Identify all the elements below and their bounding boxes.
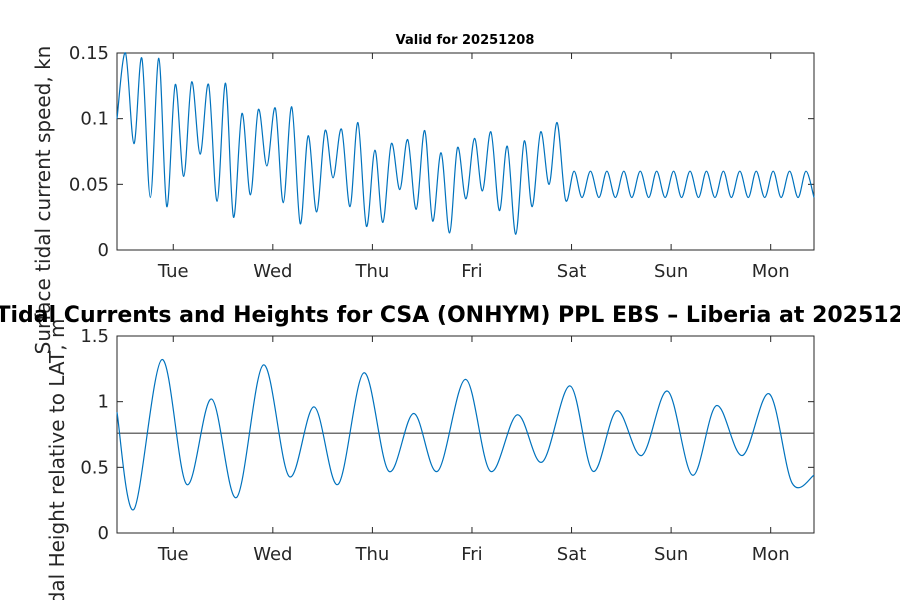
tidal-height-plot-frame xyxy=(116,335,815,534)
main-chart-title: Tidal Currents and Heights for CSA (ONHY… xyxy=(0,303,900,328)
current-speed-title: Valid for 20251208 xyxy=(396,33,535,48)
current-speed-y-axis-title: Surface tidal current speed, kn xyxy=(31,46,55,355)
tidal-height-y-tick-label: 0.5 xyxy=(80,457,109,478)
current-speed-plot-frame xyxy=(116,52,815,251)
current-speed-plot: 0 0.05 0.1 0.15 Tue Wed Thu Fri Sat Sun Mon Valid… xyxy=(31,33,815,355)
tidal-height-y-tick-label: 0 xyxy=(98,523,109,544)
tidal-height-x-tick-label: Wed xyxy=(253,544,292,565)
tidal-height-y-tick-label: 1 xyxy=(98,392,109,413)
tidal-height-y-tick-label: 1.5 xyxy=(80,326,109,347)
current-speed-y-tick-label: 0.15 xyxy=(69,43,109,64)
tidal-height-y-axis: 0 0.5 1 1.5 xyxy=(80,326,814,544)
current-speed-y-tick-label: 0.05 xyxy=(69,174,109,195)
tidal-height-x-tick-label: Sat xyxy=(557,544,587,565)
current-speed-x-tick-label: Mon xyxy=(752,261,790,282)
tidal-height-x-tick-label: Fri xyxy=(461,544,482,565)
current-speed-series-line xyxy=(116,52,815,235)
current-speed-x-tick-label: Fri xyxy=(461,261,482,282)
tidal-height-x-axis: Tue Wed Thu Fri Sat Sun Mon xyxy=(157,336,790,565)
current-speed-x-tick-label: Wed xyxy=(253,261,292,282)
tidal-height-x-tick-label: Mon xyxy=(752,544,790,565)
current-speed-x-tick-label: Thu xyxy=(354,261,389,282)
current-speed-y-tick-label: 0 xyxy=(98,240,109,261)
tidal-height-plot: 0 0.5 1 1.5 Tue Wed Thu Fri Sat Sun Mon Tidal Cur… xyxy=(0,303,900,600)
tidal-height-series-line xyxy=(116,359,815,511)
current-speed-x-axis: Tue Wed Thu Fri Sat Sun Mon xyxy=(157,53,790,282)
tidal-height-x-tick-label: Thu xyxy=(354,544,389,565)
tidal-height-x-tick-label: Tue xyxy=(157,544,189,565)
current-speed-y-tick-label: 0.1 xyxy=(80,109,109,130)
current-speed-x-tick-label: Sun xyxy=(654,261,688,282)
current-speed-x-tick-label: Sat xyxy=(557,261,587,282)
tidal-height-y-axis-title: Tidal Height relative to LAT, m xyxy=(45,319,69,600)
current-speed-x-tick-label: Tue xyxy=(157,261,189,282)
current-speed-y-axis: 0 0.05 0.1 0.15 xyxy=(69,43,814,261)
tidal-height-x-tick-label: Sun xyxy=(654,544,688,565)
